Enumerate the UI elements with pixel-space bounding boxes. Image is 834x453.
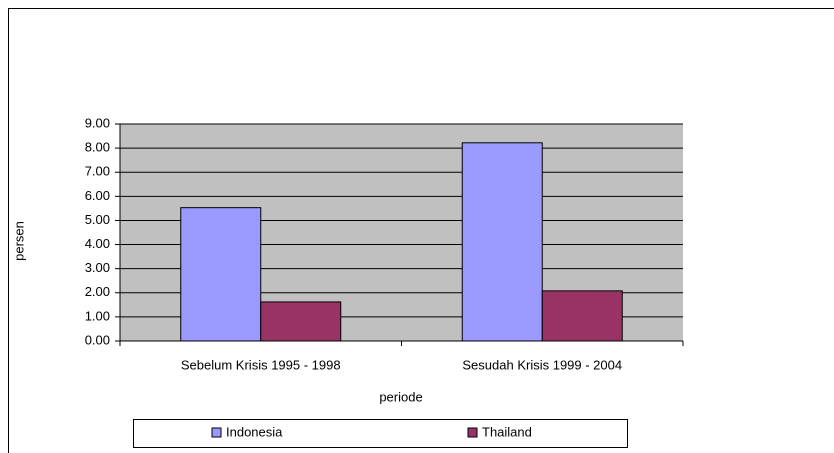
legend-label: Indonesia (226, 424, 283, 439)
y-tick-label: 6.00 (85, 188, 110, 203)
y-tick-label: 4.00 (85, 236, 110, 251)
bar (180, 207, 262, 342)
y-axis-label: persen (11, 221, 26, 261)
y-tick-label: 1.00 (85, 308, 110, 323)
legend-label: Thailand (482, 424, 532, 439)
y-tick-label: 5.00 (85, 212, 110, 227)
y-tick-label: 0.00 (85, 332, 110, 347)
bar (260, 301, 342, 342)
y-tick-label: 2.00 (85, 284, 110, 299)
y-tick-label: 7.00 (85, 164, 110, 179)
y-tick-label: 9.00 (85, 115, 110, 130)
legend-swatch (467, 427, 478, 438)
legend (133, 419, 628, 448)
x-tick-label: Sebelum Krisis 1995 - 1998 (181, 357, 341, 372)
y-tick-label: 8.00 (85, 140, 110, 155)
x-axis-label: periode (379, 389, 422, 404)
x-tick-label: Sesudah Krisis 1999 - 2004 (462, 357, 622, 372)
bar (541, 290, 623, 342)
y-tick-label: 3.00 (85, 260, 110, 275)
legend-swatch (211, 427, 222, 438)
bar (461, 142, 543, 342)
